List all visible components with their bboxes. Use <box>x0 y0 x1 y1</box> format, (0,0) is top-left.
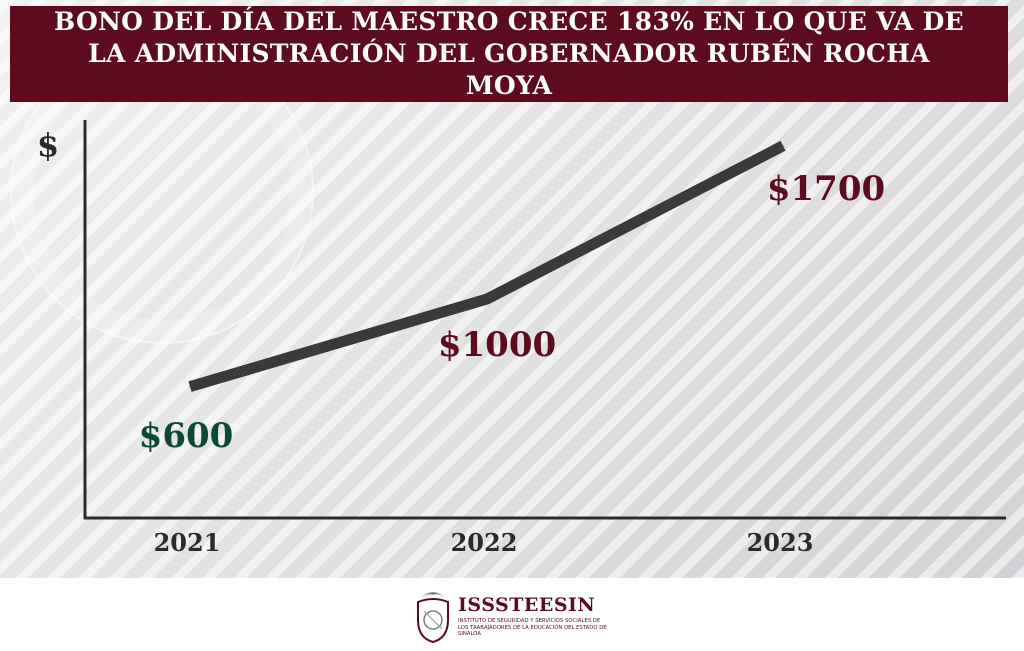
title-banner: BONO DEL DÍA DEL MAESTRO CRECE 183% EN L… <box>10 6 1008 102</box>
state-seal-icon <box>417 592 449 644</box>
y-axis-label: $ <box>37 126 59 164</box>
data-point <box>189 386 191 388</box>
data-label: $600 <box>139 416 234 456</box>
data-point <box>486 298 488 300</box>
x-tick-label: 2021 <box>154 528 221 557</box>
line-chart: $2021 2022 2023 $600 $1000 $1700 <box>37 120 1006 557</box>
data-label: $1700 <box>767 169 885 209</box>
x-tick-label: 2023 <box>747 528 814 557</box>
x-tick-label: 2022 <box>451 528 518 557</box>
footer <box>0 578 1024 651</box>
logo-name: ISSSTEESIN <box>458 594 596 616</box>
chart-series <box>188 140 786 392</box>
chart-title: BONO DEL DÍA DEL MAESTRO CRECE 183% EN L… <box>54 7 964 100</box>
data-label: $1000 <box>438 325 556 365</box>
logo-subtitle: INSTITUTO DE SEGURIDAD Y SERVICIOS SOCIA… <box>458 618 607 638</box>
data-point <box>782 145 784 147</box>
chart-axes: $2021 2022 2023 <box>37 120 1006 557</box>
chart-labels: $600 $1000 $1700 <box>139 169 885 456</box>
